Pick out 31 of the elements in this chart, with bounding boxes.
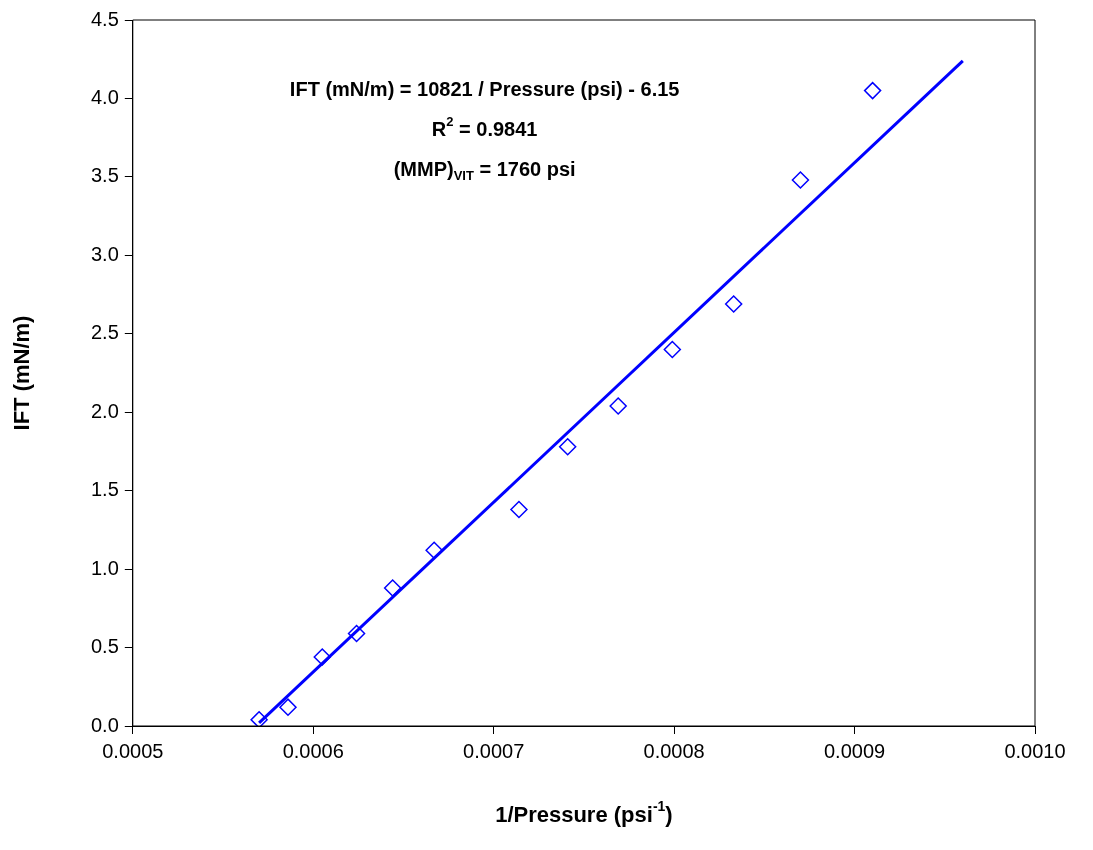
y-tick-label: 3.5	[90, 164, 119, 187]
annotation: IFT (mN/m) = 10821 / Pressure (psi) - 6.15	[289, 77, 680, 100]
x-tick-label: 0.0009	[823, 739, 886, 762]
y-axis-title: IFT (mN/m)	[8, 315, 34, 431]
y-tick-label: 2.5	[90, 321, 119, 344]
point	[279, 698, 297, 716]
point	[791, 171, 810, 189]
y-tick-label: 1.5	[90, 478, 119, 501]
y-tick-label: 1.0	[90, 556, 119, 579]
y-tick-label: 4.0	[90, 85, 119, 108]
point	[663, 340, 682, 359]
y-tick-label: 4.5	[90, 7, 119, 30]
point	[510, 500, 528, 519]
point	[250, 710, 268, 726]
point	[313, 648, 332, 666]
x-tick-label: 0.0006	[282, 739, 344, 762]
x-tick-label: 0.0010	[1004, 739, 1066, 762]
point	[425, 541, 443, 560]
point	[558, 437, 577, 456]
x-tick-label: 0.0008	[643, 739, 705, 762]
x-tick-label: 0.0005	[102, 739, 164, 762]
y-tick-label: 0.0	[90, 713, 119, 736]
point	[724, 295, 743, 313]
x-tick-label: 0.0007	[463, 739, 525, 762]
y-tick-label: 2.0	[90, 399, 119, 422]
point	[863, 81, 882, 100]
point	[383, 579, 402, 597]
point	[347, 624, 366, 643]
y-tick-label: 0.5	[90, 635, 119, 658]
y-tick-label: 3.0	[90, 242, 119, 265]
point	[609, 397, 627, 415]
